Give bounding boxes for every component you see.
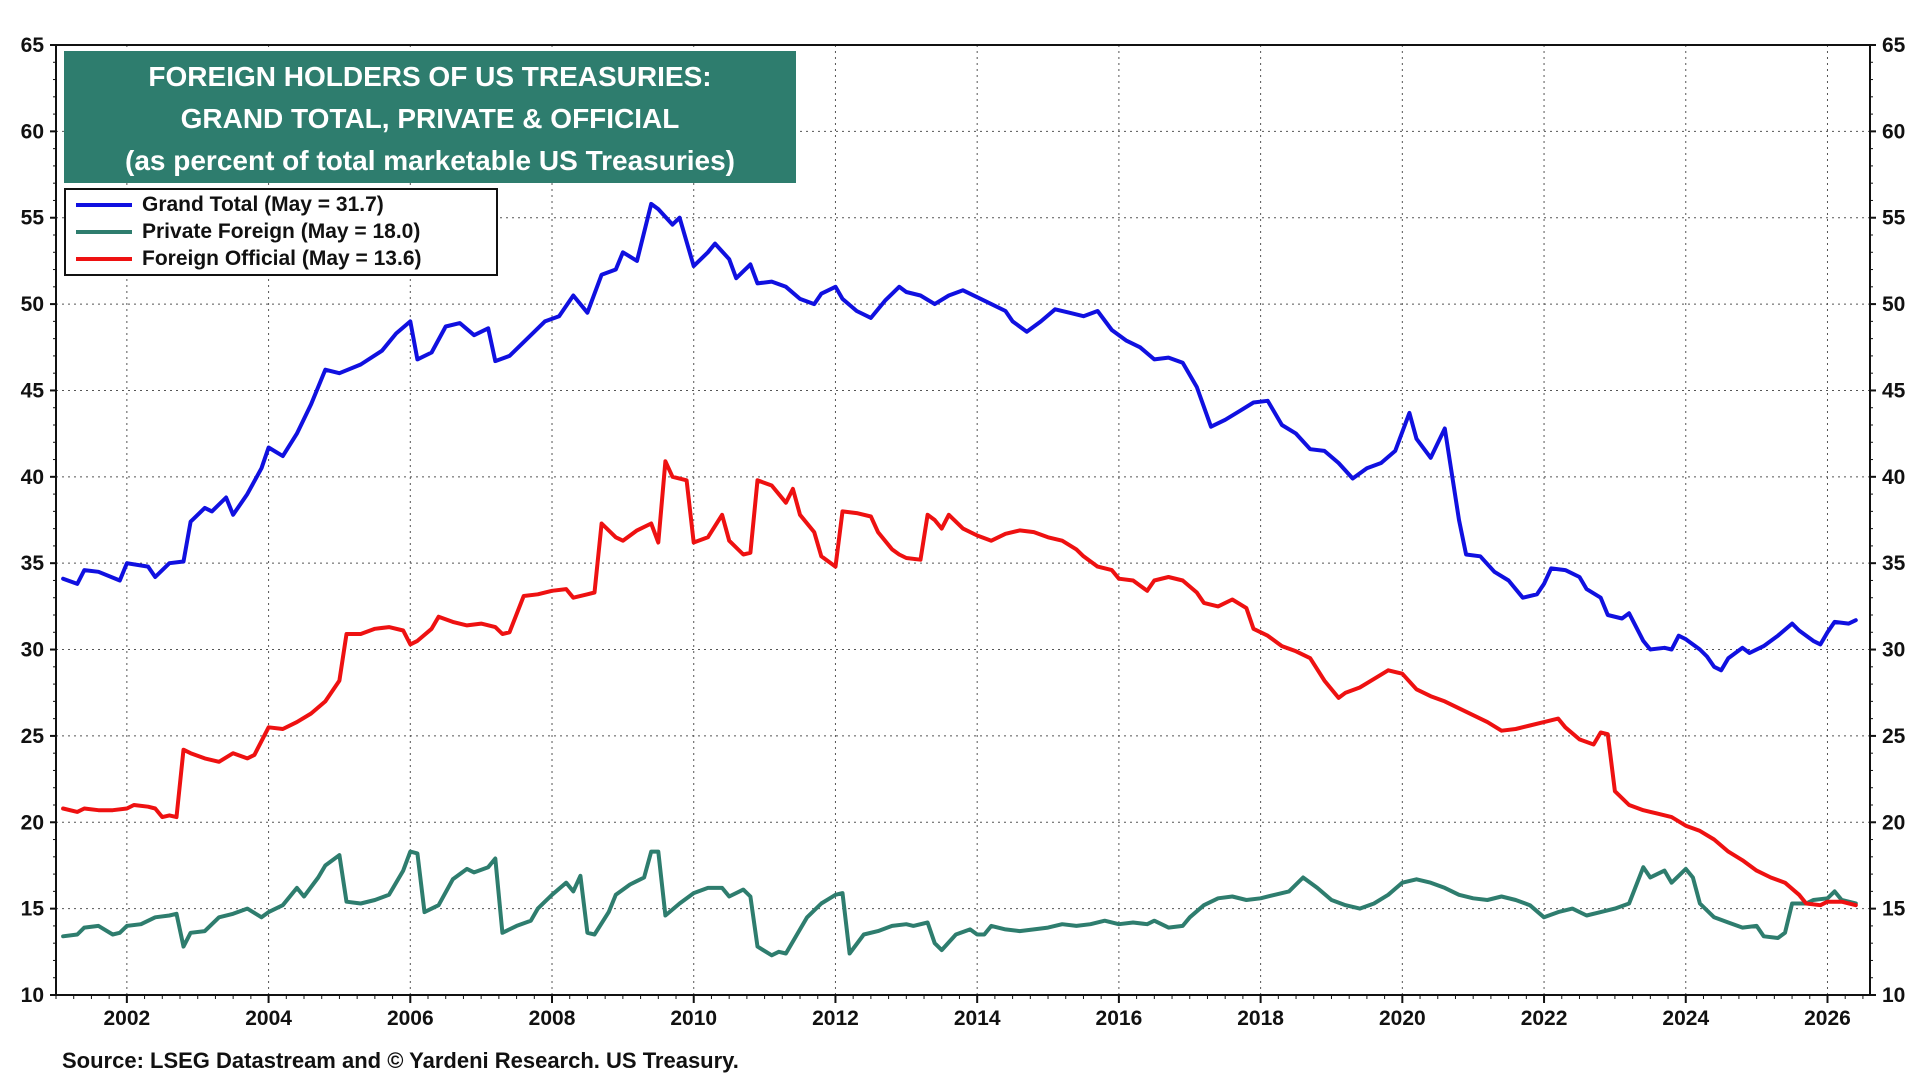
x-tick-label: 2024 (1662, 1007, 1709, 1030)
legend-swatch-grand-total (76, 203, 132, 207)
legend-swatch-private-foreign (76, 230, 132, 234)
y-tick-label-right: 60 (1882, 120, 1905, 143)
y-tick-label-left: 60 (21, 120, 44, 143)
y-tick-label-left: 10 (21, 984, 44, 1007)
x-tick-label: 2022 (1521, 1007, 1568, 1030)
x-tick-label: 2002 (104, 1007, 151, 1030)
x-tick-label: 2008 (529, 1007, 576, 1030)
legend-item-foreign-official: Foreign Official (May = 13.6) (76, 246, 422, 272)
y-tick-label-right: 15 (1882, 898, 1906, 921)
x-tick-label: 2026 (1804, 1007, 1851, 1030)
legend-item-grand-total: Grand Total (May = 31.7) (76, 192, 384, 218)
y-tick-label-left: 35 (21, 552, 45, 575)
plot-frame (55, 44, 1871, 996)
x-tick-label: 2006 (387, 1007, 434, 1030)
title-line-3: (as percent of total marketable US Treas… (125, 145, 735, 176)
x-tick-label: 2012 (812, 1007, 859, 1030)
title-line-1: FOREIGN HOLDERS OF US TREASURIES: (148, 61, 712, 92)
title-line-2: GRAND TOTAL, PRIVATE & OFFICIAL (180, 103, 680, 134)
y-tick-label-left: 55 (21, 207, 45, 230)
x-tick-label: 2014 (954, 1007, 1001, 1030)
y-tick-label-left: 30 (21, 639, 44, 662)
source-note: Source: LSEG Datastream and © Yardeni Re… (62, 1048, 739, 1073)
x-tick-label: 2018 (1237, 1007, 1284, 1030)
legend-swatch-foreign-official (76, 257, 132, 261)
x-tick-label: 2016 (1096, 1007, 1143, 1030)
legend: Grand Total (May = 31.7) Private Foreign… (64, 188, 498, 276)
x-tick-label: 2010 (670, 1007, 717, 1030)
y-tick-label-right: 10 (1882, 984, 1905, 1007)
legend-label-grand-total: Grand Total (May = 31.7) (142, 193, 384, 216)
y-tick-label-right: 35 (1882, 552, 1906, 575)
legend-item-private-foreign: Private Foreign (May = 18.0) (76, 219, 420, 245)
series-line-grand-total (61, 201, 1858, 673)
y-tick-label-right: 65 (1882, 34, 1906, 57)
legend-label-foreign-official: Foreign Official (May = 13.6) (142, 247, 422, 270)
series-line-private-foreign (61, 849, 1858, 958)
series (61, 201, 1858, 958)
y-tick-label-left: 15 (21, 898, 45, 921)
y-tick-label-right: 45 (1882, 379, 1906, 402)
y-tick-label-right: 25 (1882, 725, 1906, 748)
y-tick-label-left: 20 (21, 811, 44, 834)
y-tick-label-left: 40 (21, 466, 44, 489)
y-tick-label-right: 40 (1882, 466, 1905, 489)
x-tick-label: 2020 (1379, 1007, 1426, 1030)
y-tick-label-right: 55 (1882, 207, 1906, 230)
y-tick-label-left: 50 (21, 293, 44, 316)
legend-label-private-foreign: Private Foreign (May = 18.0) (142, 220, 421, 243)
y-tick-label-right: 30 (1882, 639, 1905, 662)
x-tick-label: 2004 (245, 1007, 292, 1030)
chart-title: FOREIGN HOLDERS OF US TREASURIES: GRAND … (64, 51, 796, 183)
y-tick-label-right: 50 (1882, 293, 1905, 316)
y-tick-label-left: 25 (21, 725, 45, 748)
series-line-foreign-official (61, 459, 1858, 908)
y-tick-label-left: 45 (21, 379, 45, 402)
y-tick-label-right: 20 (1882, 811, 1905, 834)
y-tick-label-left: 65 (21, 34, 45, 57)
